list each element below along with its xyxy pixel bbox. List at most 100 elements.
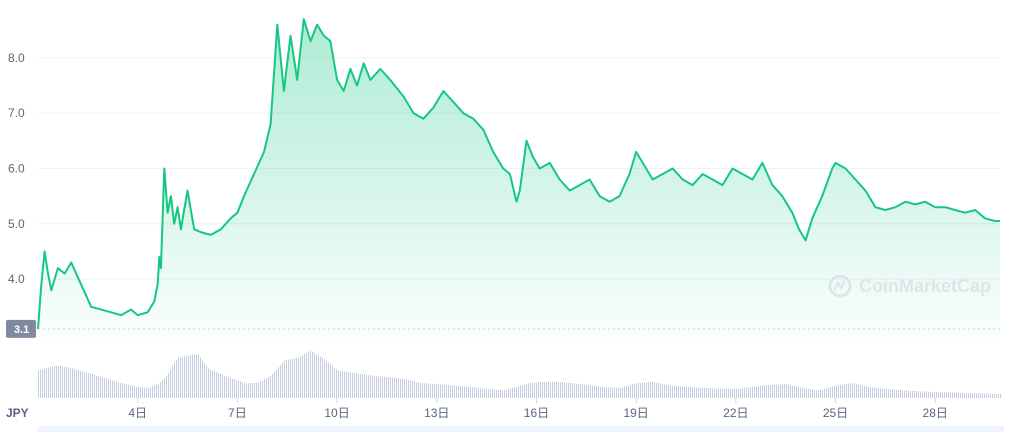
volume-bar (888, 389, 889, 398)
volume-bar (506, 389, 507, 398)
volume-bar (432, 383, 433, 398)
volume-bar (356, 373, 357, 398)
volume-bar (372, 375, 373, 398)
volume-bar (328, 362, 329, 398)
volume-bar (454, 385, 455, 398)
volume-bar (526, 384, 527, 398)
volume-bar (450, 385, 451, 398)
volume-bar (842, 384, 843, 398)
volume-bar (850, 383, 851, 398)
volume-bar (366, 374, 367, 398)
volume-bar (76, 369, 77, 398)
volume-bar (624, 386, 625, 398)
volume-bar (658, 383, 659, 398)
volume-bar (308, 351, 309, 398)
volume-bar (774, 384, 775, 398)
volume-bar (718, 388, 719, 398)
volume-bar (796, 386, 797, 398)
volume-bar (344, 371, 345, 398)
volume-bar (1000, 394, 1001, 398)
volume-bar (862, 385, 863, 398)
volume-bar (878, 387, 879, 398)
y-tick-label: 6.0 (8, 161, 25, 175)
volume-bar (442, 384, 443, 398)
volume-bar (64, 366, 65, 398)
volume-bar (418, 382, 419, 398)
volume-bar (250, 383, 251, 398)
volume-bar (148, 387, 149, 398)
volume-bar (750, 387, 751, 398)
volume-bar (124, 383, 125, 398)
volume-bar (396, 378, 397, 398)
volume-bar (706, 388, 707, 398)
price-line (37, 18, 1000, 329)
volume-bar (610, 387, 611, 398)
x-tick-label: 16日 (524, 406, 549, 420)
volume-bar (954, 392, 955, 398)
volume-bar (886, 388, 887, 398)
volume-bar (522, 385, 523, 398)
volume-bar (834, 385, 835, 398)
y-tick-label: 5.0 (8, 217, 25, 231)
volume-bar (168, 372, 169, 398)
volume-bar (518, 386, 519, 398)
volume-bar (492, 389, 493, 398)
volume-bar (146, 387, 147, 398)
volume-bar (564, 382, 565, 398)
volume-bar (452, 385, 453, 398)
volume-bar (554, 381, 555, 398)
y-tick-label: 7.0 (8, 106, 25, 120)
volume-bar (342, 371, 343, 398)
volume-bar (612, 387, 613, 398)
volume-bar (424, 383, 425, 398)
volume-bar (616, 387, 617, 398)
volume-bar (42, 369, 43, 398)
volume-bar (164, 378, 165, 398)
volume-bar (970, 393, 971, 398)
volume-bar (918, 391, 919, 398)
volume-bar (532, 382, 533, 398)
volume-bar (248, 383, 249, 398)
volume-bar (90, 373, 91, 398)
volume-bar (782, 384, 783, 398)
volume-bar (704, 388, 705, 398)
volume-bar (882, 388, 883, 398)
volume-bar (180, 357, 181, 398)
volume-bar (254, 383, 255, 398)
volume-bar (536, 382, 537, 398)
volume-bar (866, 386, 867, 398)
volume-bar (72, 368, 73, 398)
volume-bar (894, 389, 895, 398)
volume-bar (332, 366, 333, 398)
volume-bar (120, 382, 121, 398)
volume-bar (212, 370, 213, 398)
volume-bar (508, 389, 509, 398)
volume-bar (680, 386, 681, 398)
coinmarketcap-logo-icon (828, 274, 852, 298)
volume-bar (944, 392, 945, 398)
volume-bar (44, 368, 45, 398)
volume-bar (324, 359, 325, 398)
volume-bar (984, 393, 985, 398)
volume-bar (50, 366, 51, 398)
volume-bar (126, 384, 127, 398)
volume-bar (824, 388, 825, 398)
volume-bar (872, 387, 873, 398)
currency-label: JPY (6, 406, 29, 420)
volume-bar (296, 358, 297, 398)
volume-bar (884, 388, 885, 398)
volume-bar (474, 387, 475, 398)
volume-bar (550, 381, 551, 398)
volume-bar (116, 381, 117, 398)
volume-bar (258, 382, 259, 398)
volume-bar (482, 388, 483, 398)
volume-bar (576, 383, 577, 398)
price-area (37, 18, 1000, 340)
volume-bar (922, 391, 923, 398)
volume-bar (898, 390, 899, 398)
volume-bar (282, 362, 283, 398)
volume-bar (534, 382, 535, 398)
volume-bar (210, 369, 211, 398)
volume-bar (402, 378, 403, 398)
volume-bar (678, 386, 679, 398)
